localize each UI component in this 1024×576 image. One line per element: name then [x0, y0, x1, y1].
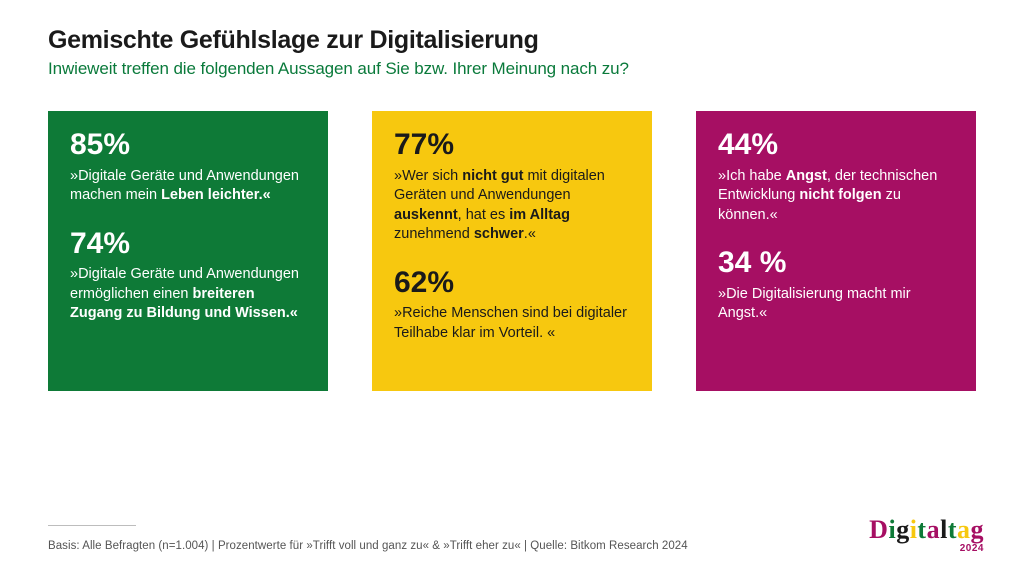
- stat-block: 34 % »Die Digitalisierung macht mir Angs…: [718, 247, 954, 324]
- page-title: Gemischte Gefühlslage zur Digitalisierun…: [48, 26, 976, 55]
- page-subtitle: Inwieweit treffen die folgenden Aussagen…: [48, 59, 976, 79]
- stat-block: 74% »Digitale Geräte und Anwendungen erm…: [70, 228, 306, 324]
- stat-percent: 85%: [70, 129, 306, 161]
- footer-divider: [48, 525, 136, 526]
- header: Gemischte Gefühlslage zur Digitalisierun…: [0, 0, 1024, 79]
- card-negative: 44% »Ich habe Angst, der technischen Ent…: [696, 111, 976, 391]
- stat-quote: »Reiche Menschen sind bei digitaler Teil…: [394, 304, 630, 343]
- digitaltag-logo: Digitaltag 2024: [869, 515, 984, 554]
- stat-quote: »Wer sich nicht gut mit digitalen Geräte…: [394, 167, 630, 245]
- stat-quote: »Ich habe Angst, der technischen Entwick…: [718, 167, 954, 226]
- footer-basis-text: Basis: Alle Befragten (n=1.004) | Prozen…: [48, 540, 976, 552]
- logo-word: Digitaltag: [869, 515, 984, 545]
- stat-percent: 44%: [718, 129, 954, 161]
- stat-quote: »Digitale Geräte und Anwendungen machen …: [70, 167, 306, 206]
- card-positive: 85% »Digitale Geräte und Anwendungen mac…: [48, 111, 328, 391]
- stat-quote: »Die Digitalisierung macht mir Angst.«: [718, 285, 954, 324]
- stat-percent: 62%: [394, 267, 630, 299]
- stat-quote: »Digitale Geräte und Anwendungen ermögli…: [70, 265, 306, 324]
- stat-block: 77% »Wer sich nicht gut mit digitalen Ge…: [394, 129, 630, 245]
- stat-block: 62% »Reiche Menschen sind bei digitaler …: [394, 267, 630, 344]
- card-neutral: 77% »Wer sich nicht gut mit digitalen Ge…: [372, 111, 652, 391]
- stat-block: 85% »Digitale Geräte und Anwendungen mac…: [70, 129, 306, 206]
- cards-row: 85% »Digitale Geräte und Anwendungen mac…: [0, 79, 1024, 391]
- stat-percent: 74%: [70, 228, 306, 260]
- footer: Basis: Alle Befragten (n=1.004) | Prozen…: [48, 525, 976, 552]
- stat-percent: 34 %: [718, 247, 954, 279]
- stat-block: 44% »Ich habe Angst, der technischen Ent…: [718, 129, 954, 225]
- stat-percent: 77%: [394, 129, 630, 161]
